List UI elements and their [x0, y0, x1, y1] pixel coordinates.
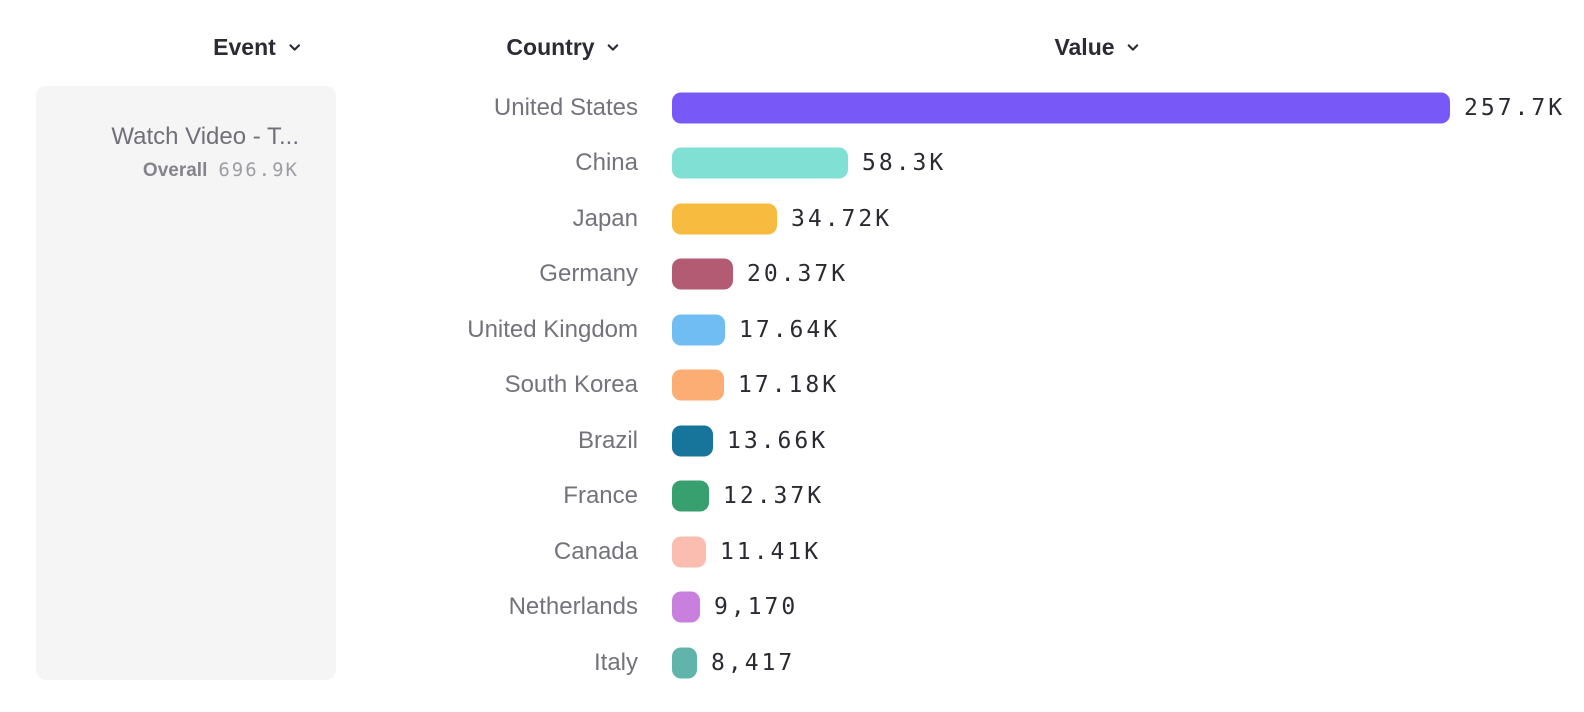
value-bar[interactable]	[672, 647, 697, 679]
chart-row: United Kingdom 17.64K	[0, 302, 1584, 358]
value-bar[interactable]	[672, 480, 709, 512]
value-column-label: Value	[1054, 34, 1115, 60]
value-bar[interactable]	[672, 536, 706, 568]
event-title: Watch Video - T...	[111, 123, 299, 150]
chevron-down-icon	[605, 39, 622, 56]
chevron-down-icon	[1125, 39, 1142, 56]
bar-chart: United States 257.7K China 58.3K Japan 3…	[0, 80, 1584, 691]
event-card[interactable]: Watch Video - T... Overall 696.9K	[36, 86, 336, 680]
value-bar[interactable]	[672, 203, 777, 235]
value-label: 34.72K	[791, 205, 893, 232]
event-column-header[interactable]: Event	[213, 34, 303, 61]
country-label: Brazil	[577, 426, 638, 454]
country-label: Netherlands	[508, 593, 638, 621]
value-bar[interactable]	[672, 314, 725, 346]
country-label: Canada	[553, 537, 638, 565]
value-label: 17.18K	[738, 372, 840, 399]
overall-label: Overall	[142, 160, 208, 181]
country-label: China	[575, 149, 638, 177]
chart-row: China 58.3K	[0, 136, 1584, 192]
chart-row: South Korea 17.18K	[0, 358, 1584, 414]
value-label: 9,170	[714, 594, 799, 621]
value-bar[interactable]	[672, 369, 724, 401]
value-label: 12.37K	[723, 483, 825, 510]
value-bar[interactable]	[672, 147, 848, 179]
value-bar[interactable]	[672, 425, 713, 457]
value-bar[interactable]	[672, 92, 1450, 124]
country-label: South Korea	[504, 371, 638, 399]
value-bar[interactable]	[672, 258, 733, 290]
chart-row: France 12.37K	[0, 469, 1584, 525]
chevron-down-icon	[286, 39, 303, 56]
value-label: 58.3K	[862, 150, 947, 177]
chart-row: Brazil 13.66K	[0, 413, 1584, 469]
chart-row: Canada 11.41K	[0, 524, 1584, 580]
value-label: 8,417	[711, 649, 796, 676]
value-label: 17.64K	[739, 316, 841, 343]
value-label: 13.66K	[727, 427, 829, 454]
chart-row: Japan 34.72K	[0, 191, 1584, 247]
value-column-header[interactable]: Value	[1054, 34, 1141, 61]
country-label: United States	[493, 93, 638, 121]
event-column-label: Event	[213, 34, 276, 60]
country-label: United Kingdom	[467, 315, 638, 343]
chart-row: United States 257.7K	[0, 80, 1584, 136]
country-column-label: Country	[506, 34, 595, 60]
country-column-header[interactable]: Country	[506, 34, 621, 61]
country-label: Italy	[593, 648, 638, 676]
value-bar[interactable]	[672, 591, 700, 623]
country-label: France	[563, 482, 638, 510]
event-overall-row: Overall 696.9K	[56, 159, 299, 182]
value-label: 11.41K	[720, 538, 822, 565]
country-label: Germany	[539, 260, 638, 288]
chart-row: Germany 20.37K	[0, 247, 1584, 303]
value-label: 257.7K	[1464, 94, 1566, 121]
chart-row: Netherlands 9,170	[0, 580, 1584, 636]
value-label: 20.37K	[747, 261, 849, 288]
country-label: Japan	[572, 204, 638, 232]
overall-value: 696.9K	[218, 159, 299, 181]
chart-row: Italy 8,417	[0, 635, 1584, 691]
